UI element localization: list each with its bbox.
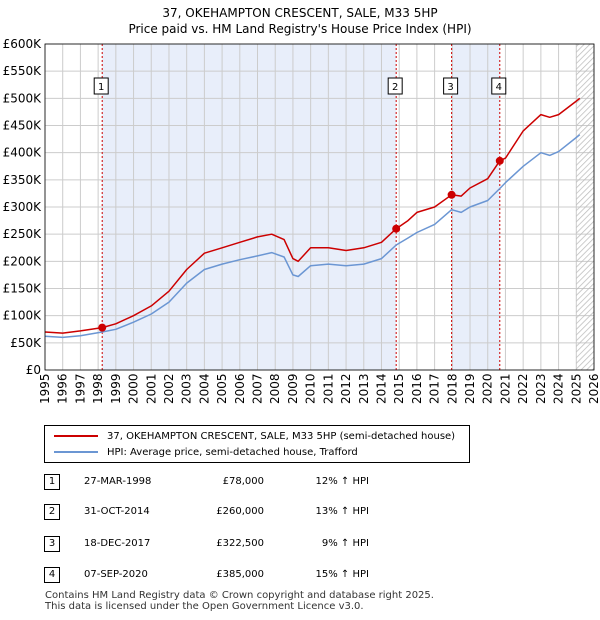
x-tick-label: 2008 [268, 373, 282, 404]
sale-point [495, 156, 504, 165]
hpi-series-line [44, 134, 581, 339]
sale-hpi-diff: 9% ↑ HPI [321, 538, 369, 549]
x-tick-label: 1999 [109, 373, 123, 404]
sale-label-box [491, 77, 507, 95]
sale-point [98, 323, 107, 332]
sale-hpi-diff: 15% ↑ HPI [315, 569, 369, 580]
x-tick-label: 2002 [162, 373, 176, 404]
sale-number: 2 [44, 504, 60, 520]
sale-row: 1 27-MAR-1998 £78,000 12% ↑ HPI [44, 474, 444, 492]
x-tick-label: 2007 [251, 373, 265, 404]
sale-date: 27-MAR-1998 [84, 476, 152, 487]
x-tick-label: 2021 [498, 373, 512, 404]
sale-price: £385,000 [216, 569, 264, 580]
footer: Contains HM Land Registry data © Crown c… [45, 590, 434, 612]
x-tick-label: 2010 [304, 373, 318, 404]
x-tick-label: 2024 [552, 373, 566, 404]
sale-label-box [93, 77, 109, 95]
x-tick-label: 2022 [516, 373, 530, 404]
sale-date: 31-OCT-2014 [84, 506, 150, 517]
sale-row: 3 18-DEC-2017 £322,500 9% ↑ HPI [44, 536, 444, 554]
y-tick-label: £400K [3, 146, 43, 160]
projection-hatch [576, 44, 594, 370]
x-tick-label: 2004 [197, 373, 211, 404]
x-tick-label: 2025 [569, 373, 583, 404]
sale-date: 18-DEC-2017 [84, 538, 151, 549]
x-tick-label: 2018 [445, 373, 459, 404]
chart-title-line1: 37, OKEHAMPTON CRESCENT, SALE, M33 5HP [162, 6, 438, 20]
sale-number: 4 [44, 567, 60, 583]
x-tick-label: 2026 [587, 373, 600, 404]
sale-hpi-diff: 13% ↑ HPI [315, 506, 369, 517]
sale-label-number: 3 [447, 82, 453, 93]
x-tick-label: 2001 [144, 373, 158, 404]
price-paid-series-line [44, 97, 581, 334]
legend-swatch-hpi [54, 451, 98, 453]
x-tick-label: 2023 [534, 373, 548, 404]
x-tick-label: 2012 [339, 373, 353, 404]
sale-label-number: 1 [98, 82, 104, 93]
legend-swatch-price [54, 435, 98, 437]
y-tick-label: £300K [3, 200, 43, 214]
x-tick-label: 1997 [73, 373, 87, 404]
legend-item-price: 37, OKEHAMPTON CRESCENT, SALE, M33 5HP (… [45, 428, 455, 444]
sale-point [392, 224, 401, 233]
sale-date: 07-SEP-2020 [84, 569, 148, 580]
plot-frame [44, 43, 595, 371]
sale-row: 2 31-OCT-2014 £260,000 13% ↑ HPI [44, 504, 444, 522]
x-tick-label: 1996 [56, 373, 70, 404]
price-chart: 1 2 3 4 £0 £50K £100K £150K £200K £250K £300K £350… [3, 37, 600, 404]
chart-title-line2: Price paid vs. HM Land Registry's House … [128, 22, 472, 36]
sale-label-box [443, 77, 459, 95]
y-tick-label: £150K [3, 282, 43, 296]
x-tick-label: 2015 [392, 373, 406, 404]
footer-line2: This data is licensed under the Open Gov… [45, 601, 364, 612]
sale-label-box [387, 77, 403, 95]
sale-row: 4 07-SEP-2020 £385,000 15% ↑ HPI [44, 567, 444, 585]
x-tick-label: 2014 [374, 373, 388, 404]
x-tick-label: 1998 [91, 373, 105, 404]
y-tick-label: £450K [3, 119, 43, 133]
sale-price: £260,000 [216, 506, 264, 517]
sale-number: 3 [44, 536, 60, 552]
sale-price: £322,500 [216, 538, 264, 549]
y-tick-label: £500K [3, 91, 43, 105]
sale-price: £78,000 [222, 476, 264, 487]
x-tick-label: 2016 [410, 373, 424, 404]
x-tick-label: 2006 [233, 373, 247, 404]
y-tick-label: £100K [3, 309, 43, 323]
y-tick-label: £200K [3, 254, 43, 268]
sale-number: 1 [44, 474, 60, 490]
sale-hpi-diff: 12% ↑ HPI [315, 476, 369, 487]
x-tick-label: 2013 [357, 373, 371, 404]
sale-point [447, 190, 456, 199]
y-tick-label: £600K [3, 37, 43, 51]
x-tick-label: 1995 [38, 373, 52, 404]
footer-line1: Contains HM Land Registry data © Crown c… [45, 590, 434, 601]
x-tick-label: 2005 [215, 373, 229, 404]
y-tick-label: £350K [3, 173, 43, 187]
y-tick-label: £250K [3, 227, 43, 241]
y-tick-label: £50K [10, 336, 42, 350]
sale-label-number: 2 [392, 82, 398, 93]
y-tick-label: £550K [3, 64, 43, 78]
x-tick-label: 2003 [180, 373, 194, 404]
x-tick-label: 2020 [481, 373, 495, 404]
legend-label-hpi: HPI: Average price, semi-detached house,… [107, 446, 358, 458]
x-tick-label: 2017 [428, 373, 442, 404]
legend-label-price: 37, OKEHAMPTON CRESCENT, SALE, M33 5HP (… [107, 430, 456, 442]
legend-item-hpi: HPI: Average price, semi-detached house,… [45, 444, 358, 460]
legend: 37, OKEHAMPTON CRESCENT, SALE, M33 5HP (… [44, 425, 470, 463]
sale-label-number: 4 [496, 82, 502, 93]
x-tick-label: 2011 [321, 373, 335, 404]
x-tick-label: 2019 [463, 373, 477, 404]
x-tick-label: 2009 [286, 373, 300, 404]
y-tick-label: £0 [26, 363, 41, 377]
x-tick-label: 2000 [127, 373, 141, 404]
